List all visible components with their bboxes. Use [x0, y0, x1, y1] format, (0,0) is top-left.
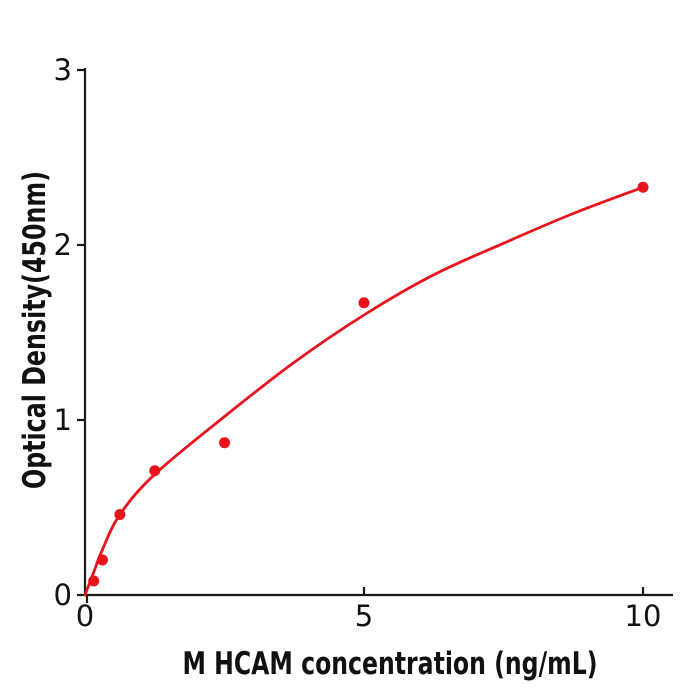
data-point — [637, 181, 649, 193]
x-tick-label: 5 — [355, 599, 373, 633]
y-tick-label: 0 — [54, 578, 72, 612]
data-point — [114, 509, 126, 520]
data-point — [219, 437, 230, 449]
fit-curve-line — [83, 185, 645, 597]
data-point — [88, 575, 100, 587]
x-axis-title: M HCAM concentration (ng/mL) — [183, 646, 598, 682]
data-point — [96, 554, 108, 566]
x-tick-label: 0 — [76, 599, 94, 633]
y-tick-label: 1 — [54, 403, 72, 437]
y-tick-label: 3 — [54, 53, 72, 87]
data-point — [358, 297, 370, 309]
y-tick-label: 2 — [54, 228, 72, 262]
y-axis-title: Optical Density(450nm) — [17, 171, 53, 489]
data-point — [149, 465, 161, 477]
x-tick-label: 10 — [625, 599, 662, 633]
